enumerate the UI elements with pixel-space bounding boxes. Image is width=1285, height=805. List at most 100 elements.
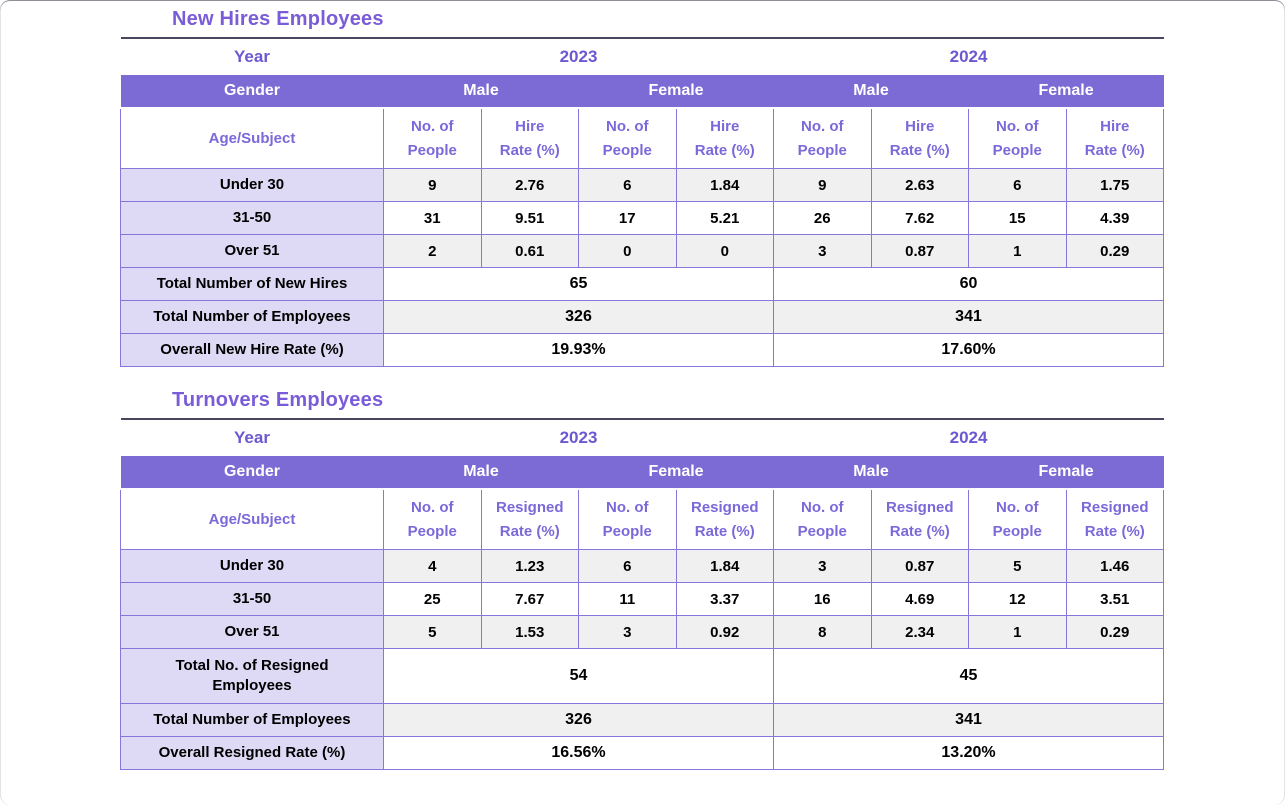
data-cell: 1: [968, 234, 1067, 268]
column-header: No. of People: [773, 488, 872, 550]
summary-row-overall-resigned-rate: Overall Resigned Rate (%) 16.56% 13.20%: [120, 736, 1165, 770]
summary-row-total-employees: Total Number of Employees 326 341: [120, 703, 1165, 737]
column-header-row: Age/Subject No. of People Hire Rate (%) …: [120, 107, 1165, 169]
summary-row-total-employees: Total Number of Employees 326 341: [120, 300, 1165, 334]
data-cell: 5.21: [675, 201, 775, 235]
data-cell: 0.87: [870, 549, 970, 583]
column-header: No. of People: [968, 488, 1067, 550]
data-cell: 3.37: [675, 582, 775, 616]
data-cell: 31: [383, 201, 482, 235]
data-cell: 5: [968, 549, 1067, 583]
gender-female-2023: Female: [578, 75, 774, 109]
data-cell: 3: [773, 234, 872, 268]
turnovers-title: Turnovers Employees: [172, 389, 384, 411]
data-cell: 4.39: [1065, 201, 1165, 235]
column-header: No. of People: [383, 107, 482, 169]
data-cell: 6: [968, 168, 1067, 202]
summary-value-2023: 326: [382, 703, 775, 737]
table-row-over-51: Over 51 2 0.61 0 0 3 0.87 1 0.29: [120, 234, 1165, 268]
summary-row-overall-hire-rate: Overall New Hire Rate (%) 19.93% 17.60%: [120, 333, 1165, 367]
year-2023: 2023: [383, 37, 774, 75]
row-label: 31-50: [120, 201, 384, 235]
column-header-row: Age/Subject No. of People Resigned Rate …: [120, 488, 1165, 550]
row-label: Over 51: [120, 615, 384, 649]
column-header: No. of People: [968, 107, 1067, 169]
summary-value-2023: 16.56%: [382, 736, 775, 770]
summary-value-2024: 13.20%: [773, 736, 1165, 770]
table-row-31-50: 31-50 31 9.51 17 5.21 26 7.62 15 4.39: [120, 201, 1165, 235]
data-cell: 1.46: [1065, 549, 1165, 583]
data-cell: 1.75: [1065, 168, 1165, 202]
year-label: Year: [120, 418, 384, 456]
data-cell: 1.84: [675, 549, 775, 583]
data-cell: 1: [968, 615, 1067, 649]
data-cell: 9.51: [480, 201, 579, 235]
summary-value-2024: 341: [773, 703, 1165, 737]
data-cell: 0: [578, 234, 677, 268]
row-label: Under 30: [120, 168, 384, 202]
summary-label: Total Number of Employees: [120, 703, 384, 737]
data-cell: 9: [773, 168, 872, 202]
data-cell: 11: [578, 582, 677, 616]
data-cell: 0.29: [1065, 234, 1165, 268]
data-cell: 2.34: [870, 615, 970, 649]
new-hires-title: New Hires Employees: [172, 8, 384, 30]
data-cell: 26: [773, 201, 872, 235]
row-label: 31-50: [120, 582, 384, 616]
data-cell: 0.87: [870, 234, 970, 268]
table-row-31-50: 31-50 25 7.67 11 3.37 16 4.69 12 3.51: [120, 582, 1165, 616]
summary-row-total-new-hires: Total Number of New Hires 65 60: [120, 267, 1165, 301]
column-header: Hire Rate (%): [870, 107, 970, 169]
table-row-over-51: Over 51 5 1.53 3 0.92 8 2.34 1 0.29: [120, 615, 1165, 649]
year-label: Year: [120, 37, 384, 75]
data-cell: 7.67: [480, 582, 579, 616]
data-cell: 6: [578, 168, 677, 202]
summary-row-total-resigned: Total No. of Resigned Employees 54 45: [120, 648, 1165, 704]
data-cell: 0.92: [675, 615, 775, 649]
data-cell: 4: [383, 549, 482, 583]
year-row: Year 2023 2024: [120, 418, 1164, 456]
year-2024: 2024: [773, 37, 1164, 75]
column-header: Resigned Rate (%): [870, 488, 970, 550]
turnovers-table: Year 2023 2024 Gender Male Female Male F…: [120, 418, 1165, 770]
data-cell: 16: [773, 582, 872, 616]
summary-label: Overall New Hire Rate (%): [120, 333, 384, 367]
summary-label: Overall Resigned Rate (%): [120, 736, 384, 770]
data-cell: 9: [383, 168, 482, 202]
new-hires-table: Year 2023 2024 Gender Male Female Male F…: [120, 37, 1165, 367]
data-cell: 2: [383, 234, 482, 268]
summary-value-2024: 45: [773, 648, 1165, 704]
column-header: Resigned Rate (%): [1065, 488, 1165, 550]
table-row-under-30: Under 30 4 1.23 6 1.84 3 0.87 5 1.46: [120, 549, 1165, 583]
data-cell: 3.51: [1065, 582, 1165, 616]
summary-value-2023: 65: [382, 267, 775, 301]
age-subject-header: Age/Subject: [120, 488, 384, 550]
data-cell: 2.76: [480, 168, 579, 202]
data-cell: 25: [383, 582, 482, 616]
year-2023: 2023: [383, 418, 774, 456]
data-cell: 17: [578, 201, 677, 235]
summary-value-2024: 17.60%: [773, 333, 1165, 367]
table-row-under-30: Under 30 9 2.76 6 1.84 9 2.63 6 1.75: [120, 168, 1165, 202]
data-cell: 7.62: [870, 201, 970, 235]
summary-value-2024: 341: [773, 300, 1165, 334]
summary-label: Total Number of Employees: [120, 300, 384, 334]
column-header: No. of People: [578, 488, 677, 550]
data-cell: 0.61: [480, 234, 579, 268]
gender-female-2023: Female: [578, 456, 774, 490]
row-label: Over 51: [120, 234, 384, 268]
summary-value-2023: 54: [382, 648, 775, 704]
data-cell: 0.29: [1065, 615, 1165, 649]
summary-label: Total No. of Resigned Employees: [120, 648, 384, 704]
column-header: Resigned Rate (%): [480, 488, 579, 550]
column-header: Hire Rate (%): [1065, 107, 1165, 169]
data-cell: 0: [675, 234, 775, 268]
age-subject-header: Age/Subject: [120, 107, 384, 169]
data-cell: 12: [968, 582, 1067, 616]
year-2024: 2024: [773, 418, 1164, 456]
gender-row: Gender Male Female Male Female: [120, 456, 1164, 490]
year-row: Year 2023 2024: [120, 37, 1164, 75]
data-cell: 1.84: [675, 168, 775, 202]
column-header: Hire Rate (%): [480, 107, 579, 169]
summary-value-2023: 326: [382, 300, 775, 334]
